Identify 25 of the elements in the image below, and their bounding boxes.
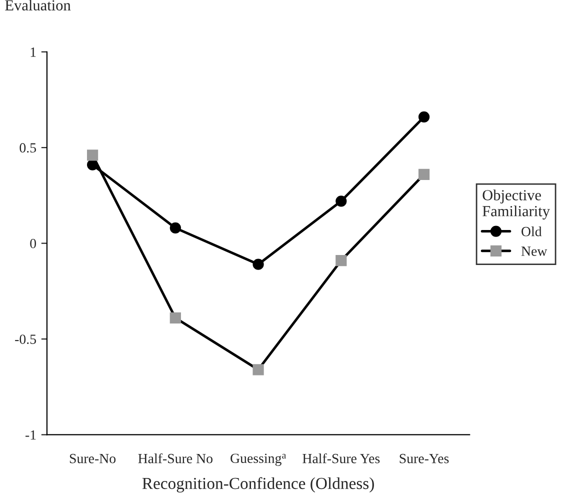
x-tick-label: Sure-No bbox=[70, 454, 116, 464]
point bbox=[418, 111, 430, 123]
point bbox=[86, 159, 98, 170]
y-axis-title: Evaluation bbox=[5, 0, 71, 10]
legend-title: Objective Familiarity bbox=[482, 190, 550, 220]
point bbox=[170, 312, 181, 324]
x-tick-label: Half-Sure No bbox=[138, 453, 212, 464]
point bbox=[252, 364, 264, 376]
point bbox=[170, 222, 181, 234]
x-tick-label: Sure-Yes bbox=[400, 454, 449, 464]
point bbox=[418, 168, 430, 180]
y-tick-label: 1 bbox=[30, 48, 36, 57]
legend-label: Old bbox=[522, 226, 542, 236]
point bbox=[252, 258, 264, 270]
point bbox=[336, 254, 347, 266]
y-tick-label: -1 bbox=[25, 430, 36, 440]
x-axis-title: Recognition-Confidence (Oldness) bbox=[142, 477, 374, 493]
x-tick-label: Half-Sure Yes bbox=[302, 453, 380, 464]
y-tick-label: 0.5 bbox=[20, 143, 36, 153]
x-tick-label: Guessing$^{a}$ bbox=[230, 454, 286, 466]
legend-label: New bbox=[521, 246, 548, 256]
point bbox=[86, 150, 98, 161]
point bbox=[336, 196, 347, 207]
y-tick-label: 0 bbox=[30, 238, 36, 248]
y-tick-label: -0.5 bbox=[15, 334, 36, 344]
